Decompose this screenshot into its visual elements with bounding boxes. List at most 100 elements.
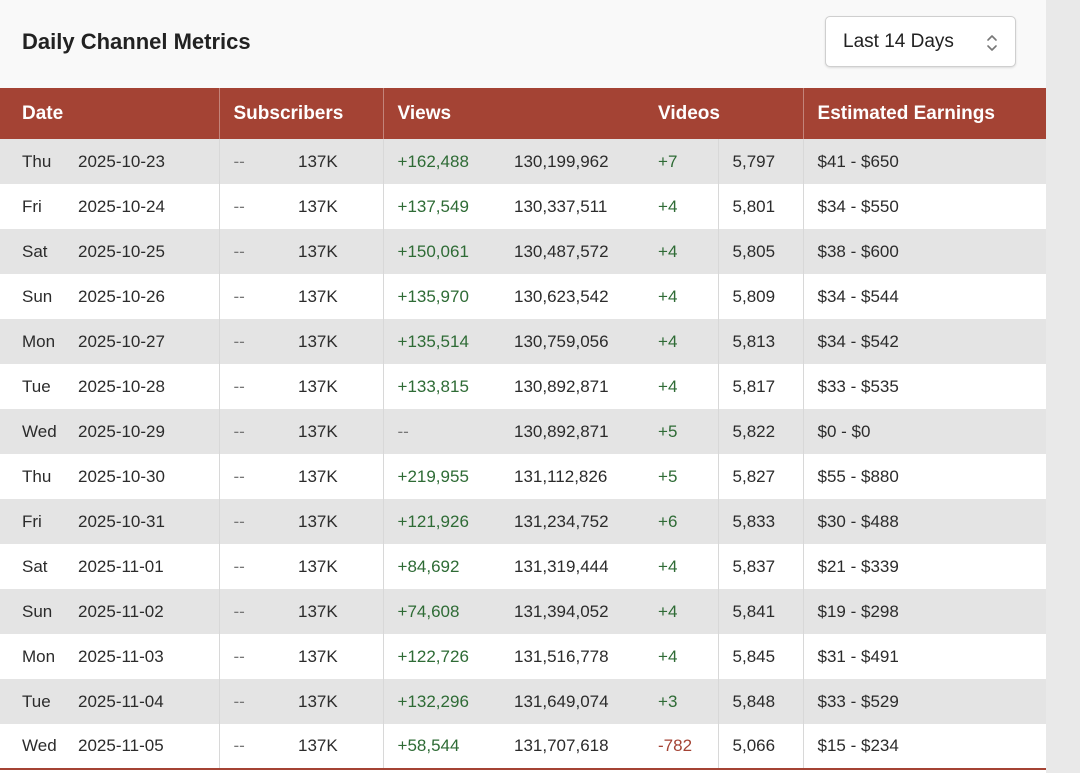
cell-date: 2025-10-28 [78,376,165,396]
column-header-views[interactable]: Views [382,88,645,139]
cell-subscribers-change: -- [218,634,284,679]
cell-views-change: +137,549 [382,184,501,229]
cell-views-change: +150,061 [382,229,501,274]
cell-views-total: 131,319,444 [514,556,609,576]
cell-day: Sat [22,241,48,261]
cell-estimated-earnings: $34 - $544 [802,274,1046,319]
cell-subscribers-change: -- [218,139,284,184]
cell-videos-change: +4 [658,646,678,666]
cell-estimated-earnings: $34 - $550 [802,184,1046,229]
table-row: Fri 2025-10-31 -- 137K +121,926 131,234,752 +6… [0,499,1046,544]
cell-videos-total: 5,801 [717,184,804,229]
cell-subscribers-change: -- [218,454,284,499]
cell-views-total: 130,623,542 [514,286,609,306]
cell-videos-change: +4 [658,376,678,396]
cell-videos-change: +4 [658,331,678,351]
cell-subscribers-total: 137K [298,151,338,171]
cell-date: 2025-10-31 [78,511,165,531]
cell-estimated-earnings: $34 - $542 [802,319,1046,364]
cell-views-total: 130,199,962 [514,151,609,171]
cell-day: Mon [22,646,56,666]
cell-views-total: 130,759,056 [514,331,609,351]
cell-day: Sun [22,601,53,621]
cell-views-change: +84,692 [382,544,501,589]
cell-views-total: 130,487,572 [514,241,609,261]
cell-videos-total: 5,809 [717,274,804,319]
column-header-earnings[interactable]: Estimated Earnings [802,88,1046,139]
cell-views-total: 130,337,511 [514,196,608,216]
cell-videos-total: 5,797 [717,139,804,184]
chevron-up-down-icon [987,35,997,51]
table-row: Tue 2025-10-28 -- 137K +133,815 130,892,871 +4… [0,364,1046,409]
cell-views-change: +135,970 [382,274,501,319]
cell-views-change: +74,608 [382,589,501,634]
cell-videos-total: 5,845 [717,634,804,679]
cell-videos-total: 5,848 [717,679,804,724]
table-row: Sun 2025-11-02 -- 137K +74,608 131,394,052 +4 5… [0,589,1046,634]
cell-day: Thu [22,151,52,171]
cell-videos-total: 5,827 [717,454,804,499]
cell-subscribers-total: 137K [298,286,338,306]
cell-subscribers-change: -- [218,319,284,364]
cell-subscribers-change: -- [218,184,284,229]
cell-date: 2025-11-05 [78,736,164,755]
cell-date: 2025-11-04 [78,691,164,711]
cell-subscribers-change: -- [218,499,284,544]
cell-subscribers-total: 137K [298,241,338,261]
cell-subscribers-change: -- [218,589,284,634]
cell-videos-change: +4 [658,601,678,621]
cell-estimated-earnings: $31 - $491 [802,634,1046,679]
cell-estimated-earnings: $19 - $298 [802,589,1046,634]
cell-day: Wed [22,421,57,441]
cell-videos-change: +6 [658,511,678,531]
cell-subscribers-change: -- [218,229,284,274]
cell-estimated-earnings: $21 - $339 [802,544,1046,589]
cell-videos-total: 5,066 [717,724,804,769]
cell-views-change: +219,955 [382,454,501,499]
cell-subscribers-change: -- [218,544,284,589]
table-row: Wed 2025-11-05 -- 137K +58,544 131,707,618 -78… [0,724,1046,769]
column-header-date[interactable]: Date [22,102,64,124]
cell-subscribers-change: -- [218,724,284,769]
cell-videos-change: +4 [658,196,678,216]
cell-day: Sun [22,286,53,306]
cell-subscribers-total: 137K [298,421,338,441]
column-header-videos[interactable]: Videos [658,102,720,124]
cell-views-total: 131,234,752 [514,511,609,531]
table-row: Sat 2025-11-01 -- 137K +84,692 131,319,444 +4 5… [0,544,1046,589]
cell-date: 2025-10-25 [78,241,165,261]
cell-date: 2025-10-26 [78,286,165,306]
cell-videos-total: 5,817 [717,364,804,409]
cell-date: 2025-11-03 [78,646,164,666]
cell-videos-total: 5,833 [717,499,804,544]
cell-views-change: +122,726 [382,634,501,679]
table-row: Tue 2025-11-04 -- 137K +132,296 131,649,074 +3… [0,679,1046,724]
cell-day: Mon [22,331,56,351]
column-header-subscribers[interactable]: Subscribers [218,88,384,139]
cell-date: 2025-10-30 [78,466,165,486]
cell-subscribers-total: 137K [298,646,338,666]
cell-day: Thu [22,466,52,486]
cell-views-total: 131,516,778 [514,646,609,666]
cell-day: Wed [22,736,57,755]
date-range-value: Last 14 Days [843,30,954,52]
cell-videos-total: 5,837 [717,544,804,589]
cell-estimated-earnings: $55 - $880 [802,454,1046,499]
cell-subscribers-total: 137K [298,691,338,711]
table-row: Sun 2025-10-26 -- 137K +135,970 130,623,542 +4… [0,274,1046,319]
cell-subscribers-change: -- [218,409,284,454]
cell-subscribers-total: 137K [298,556,338,576]
date-range-select[interactable]: Last 14 Days [825,16,1016,67]
cell-date: 2025-10-23 [78,151,165,171]
cell-views-total: 131,649,074 [514,691,609,711]
cell-subscribers-total: 137K [298,511,338,531]
cell-estimated-earnings: $41 - $650 [802,139,1046,184]
cell-date: 2025-10-27 [78,331,165,351]
cell-views-total: 130,892,871 [514,376,609,396]
cell-estimated-earnings: $38 - $600 [802,229,1046,274]
cell-videos-change: +4 [658,556,678,576]
cell-subscribers-change: -- [218,274,284,319]
cell-videos-total: 5,822 [717,409,804,454]
cell-views-total: 130,892,871 [514,421,609,441]
panel-header: Daily Channel Metrics Last 14 Days [0,0,1046,88]
